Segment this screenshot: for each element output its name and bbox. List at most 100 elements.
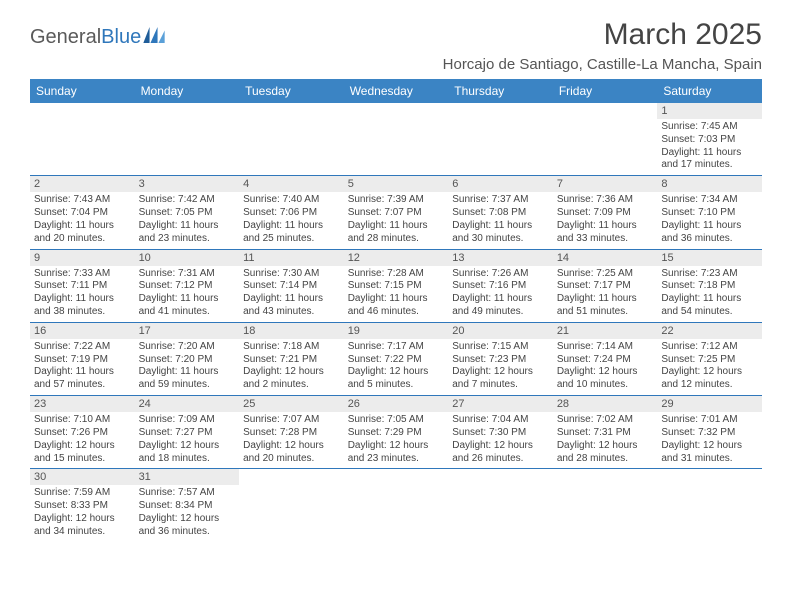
daylight-text: Daylight: 11 hours and 41 minutes.: [139, 293, 236, 319]
day-number: 2: [30, 176, 135, 192]
sunrise-text: Sunrise: 7:01 AM: [661, 414, 758, 427]
calendar-cell: 3Sunrise: 7:42 AMSunset: 7:05 PMDaylight…: [135, 176, 240, 249]
calendar-cell: 8Sunrise: 7:34 AMSunset: 7:10 PMDaylight…: [657, 176, 762, 249]
sunrise-text: Sunrise: 7:23 AM: [661, 268, 758, 281]
sunset-text: Sunset: 7:21 PM: [243, 354, 340, 367]
weekday-row: SundayMondayTuesdayWednesdayThursdayFrid…: [30, 79, 762, 103]
sunrise-text: Sunrise: 7:43 AM: [34, 194, 131, 207]
calendar-cell: 15Sunrise: 7:23 AMSunset: 7:18 PMDayligh…: [657, 249, 762, 322]
day-number: 15: [657, 250, 762, 266]
sunrise-text: Sunrise: 7:02 AM: [557, 414, 654, 427]
day-number: 19: [344, 323, 449, 339]
day-number: 22: [657, 323, 762, 339]
calendar-cell: [657, 469, 762, 542]
sunset-text: Sunset: 7:20 PM: [139, 354, 236, 367]
page: GeneralBlue March 2025 Horcajo de Santia…: [0, 0, 792, 552]
sunset-text: Sunset: 7:09 PM: [557, 207, 654, 220]
day-number: 28: [553, 396, 658, 412]
calendar-cell: 17Sunrise: 7:20 AMSunset: 7:20 PMDayligh…: [135, 322, 240, 395]
day-number: 29: [657, 396, 762, 412]
daylight-text: Daylight: 12 hours and 26 minutes.: [452, 440, 549, 466]
flag-icon: [143, 27, 165, 43]
sunset-text: Sunset: 7:25 PM: [661, 354, 758, 367]
sunset-text: Sunset: 7:31 PM: [557, 427, 654, 440]
calendar-row: 1Sunrise: 7:45 AMSunset: 7:03 PMDaylight…: [30, 103, 762, 176]
calendar-cell: [553, 469, 658, 542]
day-number: 30: [30, 469, 135, 485]
daylight-text: Daylight: 12 hours and 23 minutes.: [348, 440, 445, 466]
weekday-header: Tuesday: [239, 79, 344, 103]
calendar-cell: [239, 103, 344, 176]
sunrise-text: Sunrise: 7:04 AM: [452, 414, 549, 427]
calendar-cell: 19Sunrise: 7:17 AMSunset: 7:22 PMDayligh…: [344, 322, 449, 395]
daylight-text: Daylight: 11 hours and 46 minutes.: [348, 293, 445, 319]
sunrise-text: Sunrise: 7:20 AM: [139, 341, 236, 354]
daylight-text: Daylight: 11 hours and 51 minutes.: [557, 293, 654, 319]
calendar-cell: 26Sunrise: 7:05 AMSunset: 7:29 PMDayligh…: [344, 396, 449, 469]
calendar-cell: 12Sunrise: 7:28 AMSunset: 7:15 PMDayligh…: [344, 249, 449, 322]
weekday-header: Wednesday: [344, 79, 449, 103]
sunrise-text: Sunrise: 7:14 AM: [557, 341, 654, 354]
sunset-text: Sunset: 7:11 PM: [34, 280, 131, 293]
daylight-text: Daylight: 12 hours and 18 minutes.: [139, 440, 236, 466]
calendar-cell: 27Sunrise: 7:04 AMSunset: 7:30 PMDayligh…: [448, 396, 553, 469]
sunset-text: Sunset: 7:32 PM: [661, 427, 758, 440]
daylight-text: Daylight: 11 hours and 30 minutes.: [452, 220, 549, 246]
calendar-cell: [239, 469, 344, 542]
day-number: 3: [135, 176, 240, 192]
calendar-row: 30Sunrise: 7:59 AMSunset: 8:33 PMDayligh…: [30, 469, 762, 542]
calendar-cell: 2Sunrise: 7:43 AMSunset: 7:04 PMDaylight…: [30, 176, 135, 249]
sunrise-text: Sunrise: 7:28 AM: [348, 268, 445, 281]
calendar-cell: 10Sunrise: 7:31 AMSunset: 7:12 PMDayligh…: [135, 249, 240, 322]
calendar-cell: 21Sunrise: 7:14 AMSunset: 7:24 PMDayligh…: [553, 322, 658, 395]
day-number: 8: [657, 176, 762, 192]
day-number: 11: [239, 250, 344, 266]
day-number: 13: [448, 250, 553, 266]
daylight-text: Daylight: 12 hours and 10 minutes.: [557, 366, 654, 392]
calendar-cell: 29Sunrise: 7:01 AMSunset: 7:32 PMDayligh…: [657, 396, 762, 469]
sunset-text: Sunset: 7:30 PM: [452, 427, 549, 440]
calendar-cell: [553, 103, 658, 176]
day-number: 20: [448, 323, 553, 339]
calendar-body: 1Sunrise: 7:45 AMSunset: 7:03 PMDaylight…: [30, 103, 762, 542]
calendar-row: 2Sunrise: 7:43 AMSunset: 7:04 PMDaylight…: [30, 176, 762, 249]
calendar-cell: 18Sunrise: 7:18 AMSunset: 7:21 PMDayligh…: [239, 322, 344, 395]
calendar-cell: [344, 469, 449, 542]
daylight-text: Daylight: 12 hours and 2 minutes.: [243, 366, 340, 392]
day-number: 5: [344, 176, 449, 192]
daylight-text: Daylight: 11 hours and 33 minutes.: [557, 220, 654, 246]
calendar-cell: 31Sunrise: 7:57 AMSunset: 8:34 PMDayligh…: [135, 469, 240, 542]
calendar-cell: 30Sunrise: 7:59 AMSunset: 8:33 PMDayligh…: [30, 469, 135, 542]
calendar-cell: [448, 103, 553, 176]
sunset-text: Sunset: 7:17 PM: [557, 280, 654, 293]
title-block: March 2025 Horcajo de Santiago, Castille…: [443, 18, 762, 73]
sunrise-text: Sunrise: 7:07 AM: [243, 414, 340, 427]
header: GeneralBlue March 2025 Horcajo de Santia…: [30, 18, 762, 73]
calendar-cell: 25Sunrise: 7:07 AMSunset: 7:28 PMDayligh…: [239, 396, 344, 469]
sunset-text: Sunset: 7:03 PM: [661, 134, 758, 147]
calendar-cell: [135, 103, 240, 176]
daylight-text: Daylight: 11 hours and 28 minutes.: [348, 220, 445, 246]
daylight-text: Daylight: 12 hours and 7 minutes.: [452, 366, 549, 392]
daylight-text: Daylight: 11 hours and 25 minutes.: [243, 220, 340, 246]
calendar-cell: 14Sunrise: 7:25 AMSunset: 7:17 PMDayligh…: [553, 249, 658, 322]
logo: GeneralBlue: [30, 26, 165, 49]
sunset-text: Sunset: 7:19 PM: [34, 354, 131, 367]
daylight-text: Daylight: 11 hours and 20 minutes.: [34, 220, 131, 246]
day-number: 25: [239, 396, 344, 412]
calendar-cell: [448, 469, 553, 542]
day-number: 7: [553, 176, 658, 192]
weekday-header: Thursday: [448, 79, 553, 103]
calendar-cell: 4Sunrise: 7:40 AMSunset: 7:06 PMDaylight…: [239, 176, 344, 249]
daylight-text: Daylight: 12 hours and 28 minutes.: [557, 440, 654, 466]
sunset-text: Sunset: 7:22 PM: [348, 354, 445, 367]
daylight-text: Daylight: 11 hours and 57 minutes.: [34, 366, 131, 392]
sunset-text: Sunset: 7:16 PM: [452, 280, 549, 293]
sunset-text: Sunset: 7:05 PM: [139, 207, 236, 220]
sunset-text: Sunset: 7:15 PM: [348, 280, 445, 293]
day-number: 4: [239, 176, 344, 192]
daylight-text: Daylight: 12 hours and 36 minutes.: [139, 513, 236, 539]
calendar-cell: 24Sunrise: 7:09 AMSunset: 7:27 PMDayligh…: [135, 396, 240, 469]
sunrise-text: Sunrise: 7:57 AM: [139, 487, 236, 500]
sunrise-text: Sunrise: 7:15 AM: [452, 341, 549, 354]
